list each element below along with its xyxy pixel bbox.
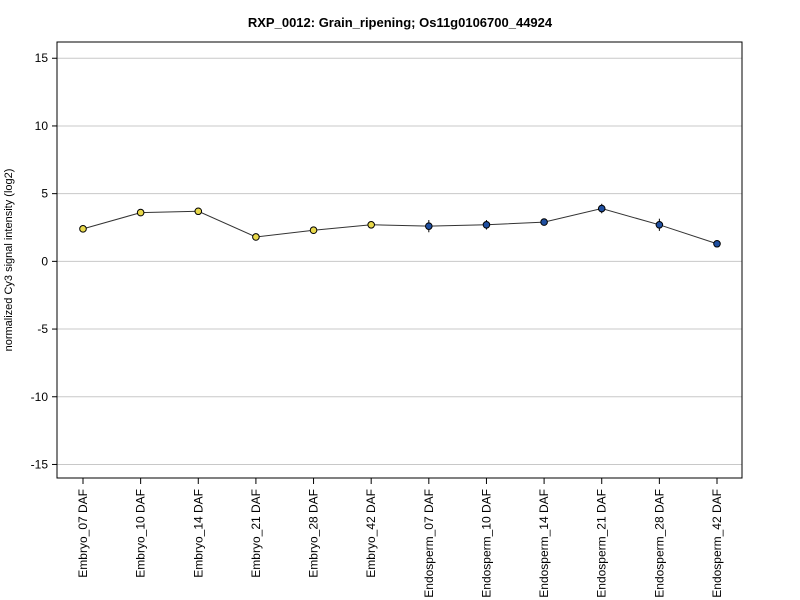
y-tick-label: 5: [41, 187, 48, 201]
y-tick-label: 10: [35, 119, 49, 133]
x-tick-label: Embryo_42 DAF: [364, 489, 378, 578]
data-point: [367, 220, 375, 229]
y-tick-label: -15: [31, 457, 49, 471]
x-axis-ticks: Embryo_07 DAF Embryo_10 DAF Embryo_14 DAF E…: [76, 478, 724, 598]
data-point: [309, 226, 318, 235]
x-tick-label: Endosperm_14 DAF: [537, 489, 551, 598]
data-point: [655, 220, 664, 229]
x-tick-label: Embryo_14 DAF: [191, 489, 205, 578]
x-tick-label: Endosperm_42 DAF: [710, 489, 724, 598]
data-series: [79, 203, 721, 248]
data-point: [713, 239, 721, 248]
x-tick-label: Embryo_28 DAF: [307, 489, 321, 578]
data-point: [194, 207, 203, 216]
y-tick-label: -10: [31, 390, 49, 404]
data-point: [136, 208, 145, 217]
x-tick-label: Endosperm_21 DAF: [595, 489, 609, 598]
data-point: [79, 225, 87, 233]
x-tick-label: Endosperm_28 DAF: [652, 489, 666, 598]
data-point: [425, 222, 433, 230]
x-tick-label: Endosperm_10 DAF: [479, 489, 493, 598]
y-tick-label: -5: [37, 322, 48, 336]
data-point: [540, 218, 548, 226]
data-point: [252, 233, 260, 241]
data-point: [482, 220, 491, 229]
x-tick-label: Embryo_10 DAF: [134, 489, 148, 578]
x-tick-label: Endosperm_07 DAF: [422, 489, 436, 598]
x-tick-label: Embryo_21 DAF: [249, 489, 263, 578]
y-axis-label: normalized Cy3 signal intensity (log2): [3, 169, 15, 352]
plot-frame: [56, 41, 743, 479]
chart-title: RXP_0012: Grain_ripening; Os11g0106700_4…: [248, 15, 553, 30]
y-tick-label: 15: [35, 51, 49, 65]
data-point: [597, 204, 606, 213]
grid-lines: [57, 57, 742, 465]
series-line: [82, 208, 718, 245]
y-axis-ticks: -15 -10 -5 0 5 10 15: [31, 51, 57, 471]
x-tick-label: Embryo_07 DAF: [76, 489, 90, 578]
y-tick-label: 0: [41, 254, 48, 268]
